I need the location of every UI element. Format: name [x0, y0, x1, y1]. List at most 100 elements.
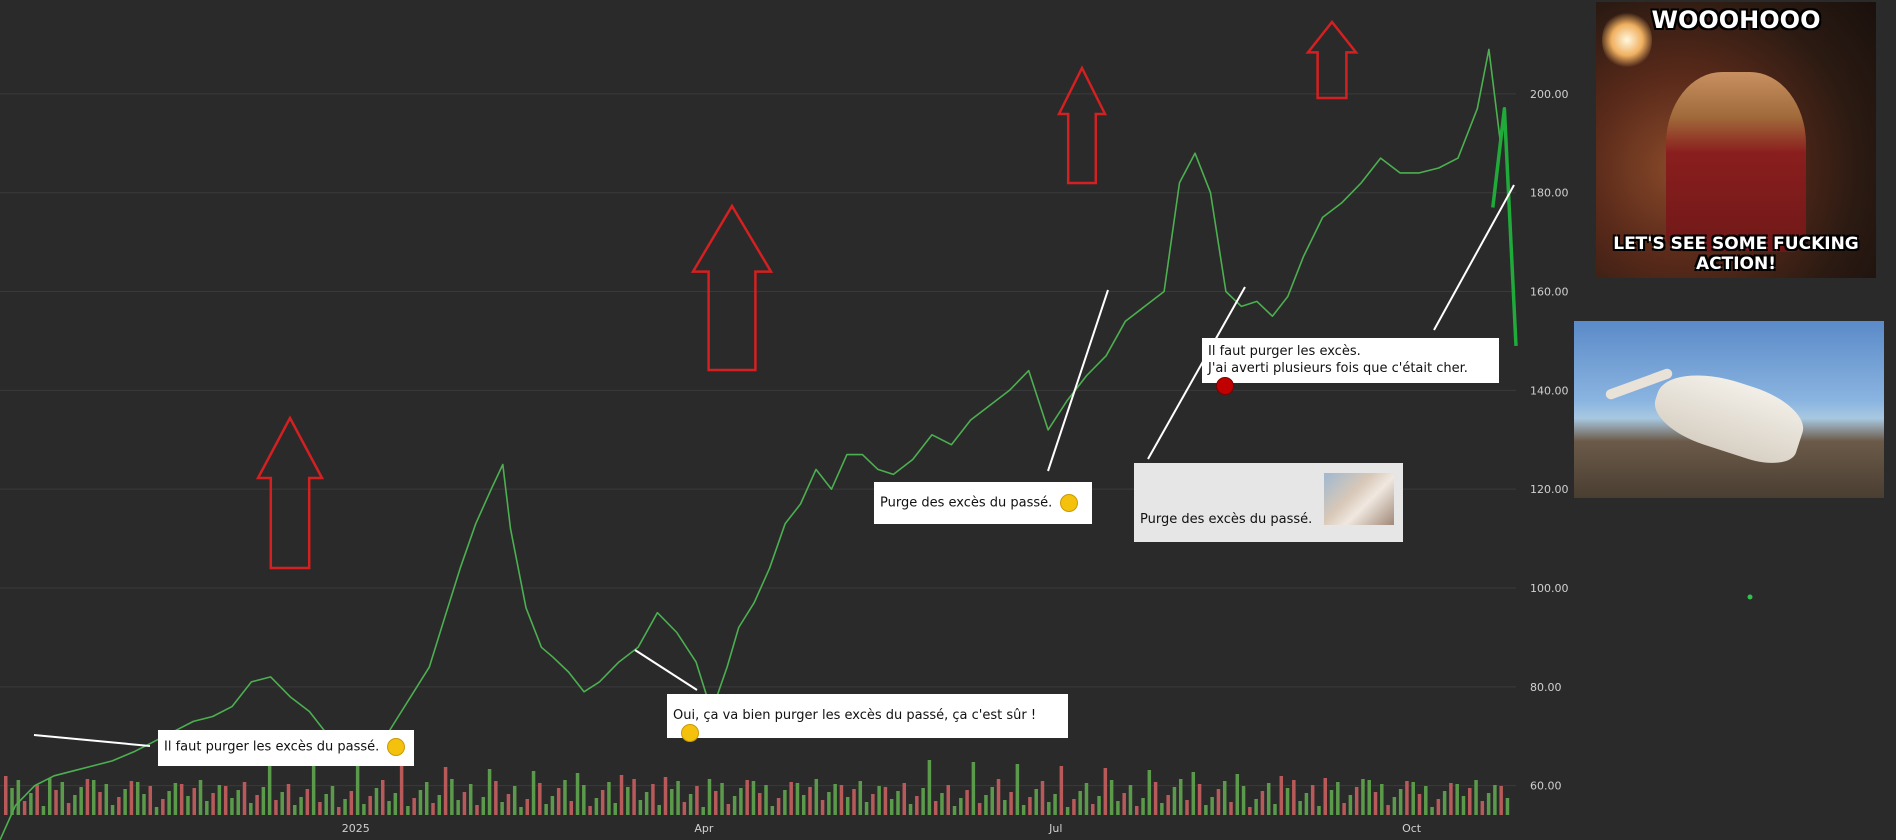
- volume-bar: [1392, 797, 1397, 815]
- volume-bar: [1424, 786, 1428, 815]
- annotation-2-text: Oui, ça va bien purger les excès du pass…: [673, 708, 1037, 723]
- x-tick-label: Apr: [694, 822, 714, 835]
- volume-bar: [223, 786, 228, 815]
- volume-bar: [249, 803, 253, 815]
- volume-bar: [468, 784, 473, 815]
- volume-bar: [85, 779, 90, 815]
- volume-bar: [286, 784, 291, 815]
- volume-bar: [462, 792, 467, 815]
- volume-bar: [318, 802, 322, 815]
- volume-bar: [569, 801, 573, 815]
- volume-bar: [293, 805, 297, 815]
- price-line: [0, 48, 1502, 840]
- volume-bar: [1468, 788, 1472, 815]
- volume-bar: [267, 759, 272, 815]
- volume-bar: [349, 791, 354, 815]
- volume-bar: [1329, 790, 1334, 815]
- y-tick-label: 140.00: [1530, 384, 1569, 397]
- volume-bar: [770, 806, 775, 815]
- volume-bar: [280, 792, 284, 815]
- volume-bar: [1135, 806, 1139, 815]
- red-circle-icon: [1216, 377, 1234, 395]
- volume-bar: [1160, 803, 1164, 815]
- volume-bar: [500, 802, 504, 815]
- volume-bar: [29, 793, 33, 815]
- volume-bar: [820, 800, 825, 815]
- volume-bar: [1103, 768, 1108, 815]
- volume-bar: [1398, 789, 1403, 815]
- volume-bar: [1373, 792, 1378, 815]
- volume-bar: [135, 782, 140, 815]
- volume-bar: [1254, 799, 1258, 815]
- x-tick-label: Oct: [1402, 822, 1422, 835]
- volume-bar: [4, 776, 8, 815]
- volume-bar: [1166, 795, 1170, 815]
- volume-bar: [1065, 807, 1070, 815]
- volume-bar: [1185, 800, 1189, 815]
- meme-top-text: WOOOHOOO: [1651, 6, 1821, 34]
- volume-bar: [1455, 784, 1459, 815]
- volume-bar: [1442, 791, 1447, 815]
- volume-bar: [1229, 802, 1233, 815]
- volume-bar: [299, 797, 303, 815]
- y-axis-ticks: 60.00 80.00 100.00 120.00 140.00 160.00 180.00…: [1530, 88, 1569, 793]
- volume-bar: [1348, 795, 1353, 815]
- volume-bar: [726, 804, 731, 815]
- volume-bar: [626, 787, 630, 815]
- volume-bar: [167, 791, 171, 815]
- volume-bar: [984, 795, 988, 815]
- volume-bar: [22, 801, 27, 815]
- volume-bar: [437, 795, 442, 815]
- volume-bar: [255, 795, 259, 815]
- volume-bar: [475, 805, 479, 815]
- volume-bar: [142, 794, 146, 815]
- volume-bar: [1266, 783, 1271, 815]
- volume-bar: [399, 765, 404, 815]
- heart-eyes-face-icon: [681, 724, 699, 742]
- volume-bar: [525, 799, 530, 815]
- volume-bar: [1210, 797, 1214, 815]
- price-series: [0, 48, 1753, 840]
- x-axis-labels: 2025 Apr Jul Oct: [342, 822, 1422, 835]
- volume-bar: [607, 782, 611, 815]
- annotation-1-text: Il faut purger les excès du passé.: [164, 739, 380, 755]
- volume-bar: [73, 795, 77, 815]
- dot-marker: [1747, 594, 1753, 600]
- volume-bar: [1317, 806, 1321, 815]
- volume-bar: [764, 785, 768, 815]
- volume-bar: [1009, 792, 1013, 815]
- volume-bar: [940, 793, 944, 815]
- volume-bar: [443, 767, 448, 815]
- volume-bar: [148, 786, 153, 815]
- volume-bar: [1109, 780, 1114, 815]
- volume-bar: [261, 787, 266, 815]
- volume-bar: [619, 775, 624, 815]
- x-tick-label: 2025: [342, 822, 370, 835]
- volume-bar: [801, 795, 806, 815]
- volume-bar: [487, 769, 492, 815]
- volume-bar: [1235, 774, 1240, 815]
- volume-bar: [1493, 785, 1497, 815]
- volume-bar: [1436, 799, 1441, 815]
- volume-bar: [35, 785, 39, 815]
- volume-bar: [1474, 780, 1478, 815]
- volume-bar: [1097, 796, 1101, 815]
- annotation-5-line-1: Il faut purger les excès.: [1208, 344, 1361, 359]
- volume-bar: [776, 798, 781, 815]
- gridlines: [0, 93, 1516, 787]
- volume-bar: [1072, 799, 1076, 815]
- volume-bar: [1122, 793, 1126, 815]
- annotation-5: Il faut purger les excès. J'ai averti pl…: [1202, 338, 1499, 395]
- volume-bar: [10, 788, 14, 815]
- volume-bar: [154, 807, 159, 815]
- volume-bar: [1021, 805, 1026, 815]
- volume-bar: [450, 779, 454, 815]
- volume-bar: [1204, 805, 1208, 815]
- volume-bar: [1310, 785, 1315, 815]
- volume-bar: [657, 805, 661, 815]
- y-tick-label: 60.00: [1530, 780, 1562, 793]
- volume-bar: [632, 779, 636, 815]
- volume-bar: [368, 796, 372, 815]
- y-tick-label: 180.00: [1530, 187, 1569, 200]
- volume-bar: [519, 807, 523, 815]
